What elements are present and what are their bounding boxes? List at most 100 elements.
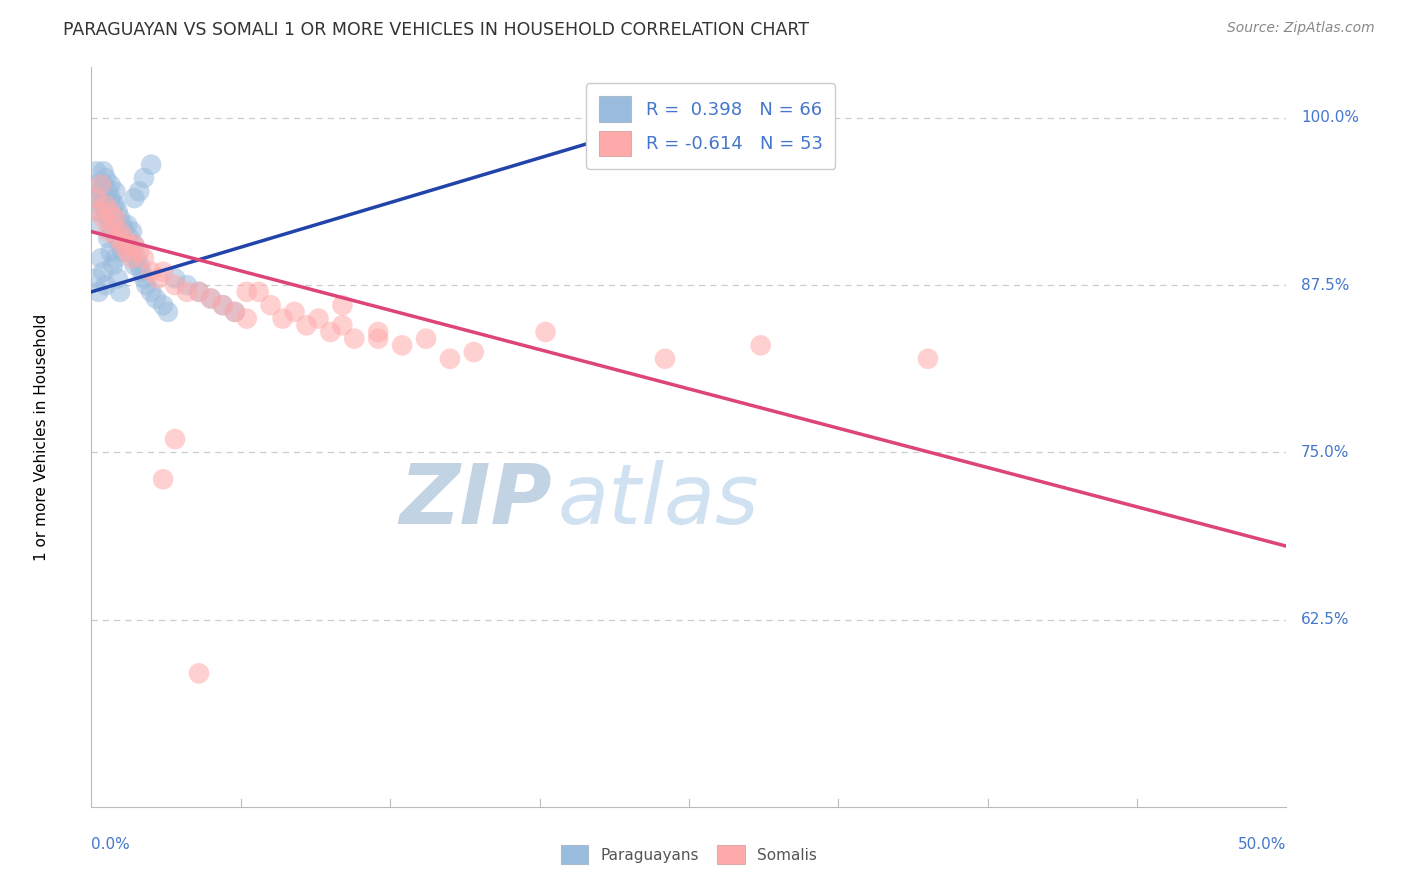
Point — [211, 298, 233, 312]
Point — [749, 338, 772, 352]
Point — [90, 178, 112, 192]
Point — [93, 178, 114, 192]
Point — [84, 271, 107, 285]
Point — [114, 231, 136, 245]
Point — [107, 231, 129, 245]
Point — [104, 198, 127, 212]
Point — [415, 332, 437, 346]
Point — [87, 218, 110, 232]
Point — [101, 258, 124, 272]
Point — [124, 191, 146, 205]
Text: 75.0%: 75.0% — [1301, 445, 1350, 460]
Point — [124, 238, 146, 252]
Text: Source: ZipAtlas.com: Source: ZipAtlas.com — [1227, 21, 1375, 36]
Point — [187, 285, 211, 299]
Point — [87, 285, 110, 299]
Point — [108, 211, 131, 226]
Point — [224, 305, 246, 319]
Point — [224, 305, 246, 319]
Point — [100, 244, 122, 259]
Point — [121, 252, 143, 266]
Point — [132, 271, 155, 285]
Point — [163, 278, 186, 293]
Point — [132, 252, 155, 266]
Point — [152, 265, 174, 279]
Point — [128, 244, 150, 259]
Point — [343, 332, 366, 346]
Point — [101, 198, 124, 212]
Point — [118, 238, 141, 252]
Point — [97, 225, 120, 239]
Point — [141, 285, 162, 299]
Point — [247, 285, 270, 299]
Point — [917, 351, 939, 366]
Point — [118, 231, 141, 245]
Legend: Paraguayans, Somalis: Paraguayans, Somalis — [555, 839, 823, 870]
Point — [111, 238, 134, 252]
Point — [176, 285, 198, 299]
Point — [111, 244, 134, 259]
Point — [93, 164, 114, 178]
Point — [463, 345, 485, 359]
Point — [87, 204, 110, 219]
Text: PARAGUAYAN VS SOMALI 1 OR MORE VEHICLES IN HOUSEHOLD CORRELATION CHART: PARAGUAYAN VS SOMALI 1 OR MORE VEHICLES … — [63, 21, 810, 39]
Text: 100.0%: 100.0% — [1301, 111, 1358, 125]
Point — [367, 325, 389, 339]
Point — [124, 238, 146, 252]
Point — [391, 338, 413, 352]
Point — [104, 252, 127, 266]
Point — [439, 351, 461, 366]
Point — [128, 185, 150, 199]
Point — [307, 311, 329, 326]
Point — [83, 191, 105, 205]
Point — [100, 218, 122, 232]
Text: ZIP: ZIP — [399, 459, 551, 541]
Point — [259, 298, 281, 312]
Text: 50.0%: 50.0% — [1239, 837, 1286, 852]
Point — [93, 191, 114, 205]
Point — [163, 271, 186, 285]
Point — [200, 292, 222, 306]
Point — [104, 218, 127, 232]
Point — [115, 218, 138, 232]
Point — [101, 225, 124, 239]
Point — [94, 171, 117, 186]
Point — [332, 298, 354, 312]
Point — [125, 252, 148, 266]
Point — [97, 231, 120, 245]
Point — [319, 325, 342, 339]
Point — [135, 278, 157, 293]
Point — [108, 238, 131, 252]
Point — [156, 305, 179, 319]
Point — [100, 204, 122, 219]
Point — [124, 258, 146, 272]
Point — [271, 311, 294, 326]
Point — [115, 244, 138, 259]
Point — [163, 432, 186, 446]
Point — [200, 292, 222, 306]
Point — [534, 325, 557, 339]
Point — [284, 305, 307, 319]
Point — [107, 271, 129, 285]
Point — [94, 278, 117, 293]
Point — [90, 198, 112, 212]
Point — [93, 265, 114, 279]
Point — [128, 258, 150, 272]
Point — [141, 158, 162, 172]
Point — [654, 351, 676, 366]
Text: 1 or more Vehicles in Household: 1 or more Vehicles in Household — [34, 313, 49, 561]
Text: 0.0%: 0.0% — [91, 837, 131, 852]
Point — [295, 318, 318, 333]
Point — [332, 318, 354, 333]
Point — [148, 271, 170, 285]
Point — [131, 265, 153, 279]
Point — [93, 211, 114, 226]
Point — [187, 666, 211, 681]
Point — [97, 211, 120, 226]
Point — [94, 198, 117, 212]
Point — [101, 218, 124, 232]
Point — [108, 225, 131, 239]
Point — [90, 185, 112, 199]
Point — [108, 285, 131, 299]
Point — [152, 472, 174, 486]
